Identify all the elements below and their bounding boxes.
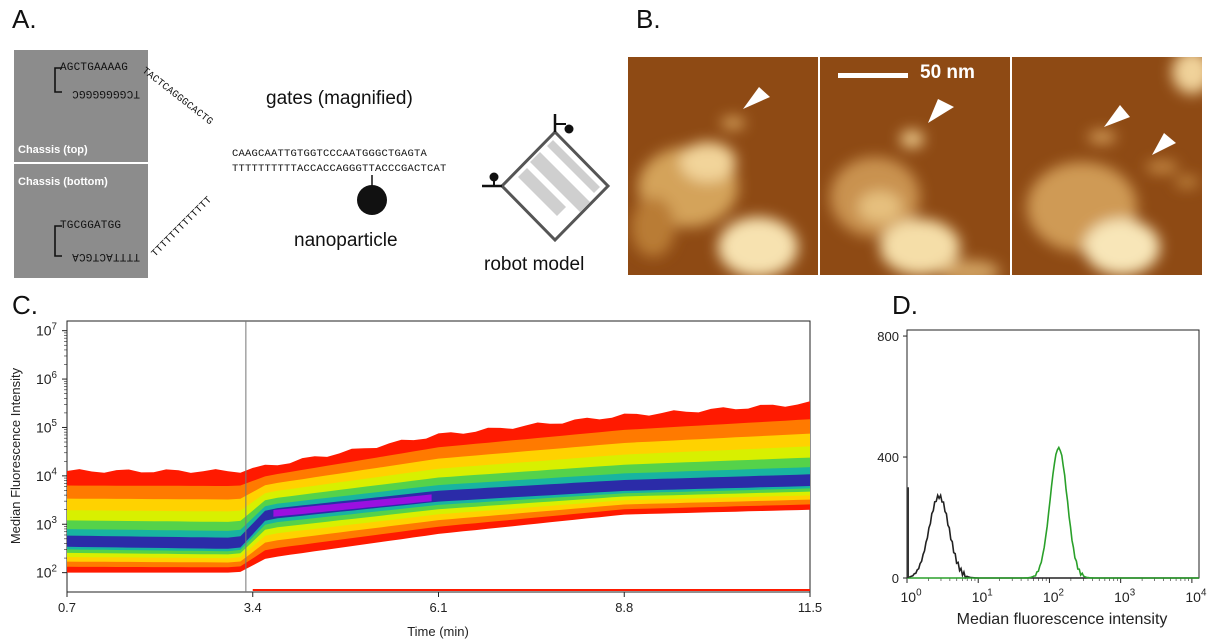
top-bracket xyxy=(54,67,62,93)
scale-bar-label: 50 nm xyxy=(920,62,975,83)
d-series-1 xyxy=(907,445,1199,579)
panel-b-letter: B. xyxy=(636,4,661,34)
d-xtick-label: 103 xyxy=(1114,588,1136,605)
d-series xyxy=(906,445,1199,580)
d-ytick-label: 800 xyxy=(877,329,899,344)
heat-band-6 xyxy=(67,474,810,549)
scale-bar xyxy=(838,73,908,78)
c-ytick-label: 106 xyxy=(36,370,58,387)
bottom-seq-upper: TGCGGATGG xyxy=(60,220,122,232)
chassis-bottom xyxy=(14,164,148,278)
chassis-block: Chassis (top) Chassis (bottom) xyxy=(14,50,148,278)
c-ytick-label: 103 xyxy=(36,515,58,532)
c-xtick-label: 8.8 xyxy=(615,600,633,615)
panel-d-letter: D. xyxy=(892,290,918,320)
d-xtick-label: 100 xyxy=(900,588,922,605)
flow-cytometry-chart: 0.7 3.4 6.1 8.8 11.5 102 103 104 105 106 107 Media… xyxy=(8,320,822,639)
d-ytick-label: 0 xyxy=(892,571,899,586)
c-ytick-label: 105 xyxy=(36,418,58,435)
c-ytick-label: 102 xyxy=(36,563,57,580)
d-xtick-label: 104 xyxy=(1185,588,1207,605)
chassis-top xyxy=(14,50,148,162)
bottom-bracket xyxy=(54,225,62,257)
c-xtick-label: 3.4 xyxy=(244,600,262,615)
gates-label: gates (magnified) xyxy=(266,88,413,109)
d-xtick-label: 102 xyxy=(1043,588,1064,605)
chassis-top-label: Chassis (top) xyxy=(18,144,88,156)
panel-c-letter: C. xyxy=(12,290,38,320)
gate-strand-upper: CAAGCAATTGTGGTCCCAATGGGCTGAGTA xyxy=(232,148,428,160)
panel-a-letter: A. xyxy=(12,4,37,34)
afm-arrow-3 xyxy=(1104,105,1130,127)
c-ylabel: Median Fluorescence Intensity xyxy=(8,367,23,544)
robot-model-icon xyxy=(482,114,611,243)
c-axes: 0.7 3.4 6.1 8.8 11.5 102 103 104 105 106 107 xyxy=(36,321,822,615)
afm-image-3 xyxy=(1012,57,1202,275)
c-xtick-label: 0.7 xyxy=(58,600,76,615)
c-ytick-label: 104 xyxy=(36,467,58,484)
nanoparticle-label: nanoparticle xyxy=(294,230,398,251)
nanoparticle-dot xyxy=(357,185,387,215)
c-ytick-label: 107 xyxy=(36,321,57,338)
d-ytick-label: 400 xyxy=(877,450,899,465)
afm-arrow-2 xyxy=(928,99,954,123)
c-xtick-label: 6.1 xyxy=(429,600,447,615)
top-seq-lower: TCGGGGGGGC xyxy=(71,87,140,99)
heat-hotspot xyxy=(273,494,432,517)
robot-model-label: robot model xyxy=(484,254,585,275)
chassis-bottom-label: Chassis (bottom) xyxy=(18,176,108,188)
top-seq-upper: AGCTGAAAAG xyxy=(60,62,129,74)
afm-arrow-4 xyxy=(1152,133,1176,155)
d-xlabel: Median fluorescence intensity xyxy=(957,611,1168,628)
bottom-seq-lower: TTTTACTGCA xyxy=(71,250,140,262)
histogram-chart: 0 400 800 100 101 102 103 104 Median fluorescen… xyxy=(877,329,1207,628)
d-xtick-label: 101 xyxy=(972,588,993,605)
c-xlabel: Time (min) xyxy=(407,624,469,639)
heatmap-bands xyxy=(67,401,810,591)
c-xtick-label: 11.5 xyxy=(798,600,822,615)
afm-image-2 xyxy=(820,57,1010,275)
gate-strand-lower: TTTTTTTTTTACCACCAGGGTTACCCGACTCAT xyxy=(232,163,447,175)
afm-arrow-1 xyxy=(743,87,770,109)
afm-image-1 xyxy=(628,57,818,275)
